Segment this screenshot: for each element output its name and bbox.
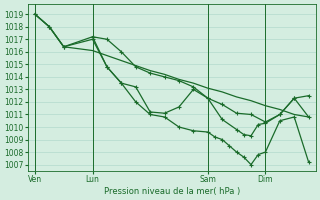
X-axis label: Pression niveau de la mer( hPa ): Pression niveau de la mer( hPa ) bbox=[104, 187, 240, 196]
